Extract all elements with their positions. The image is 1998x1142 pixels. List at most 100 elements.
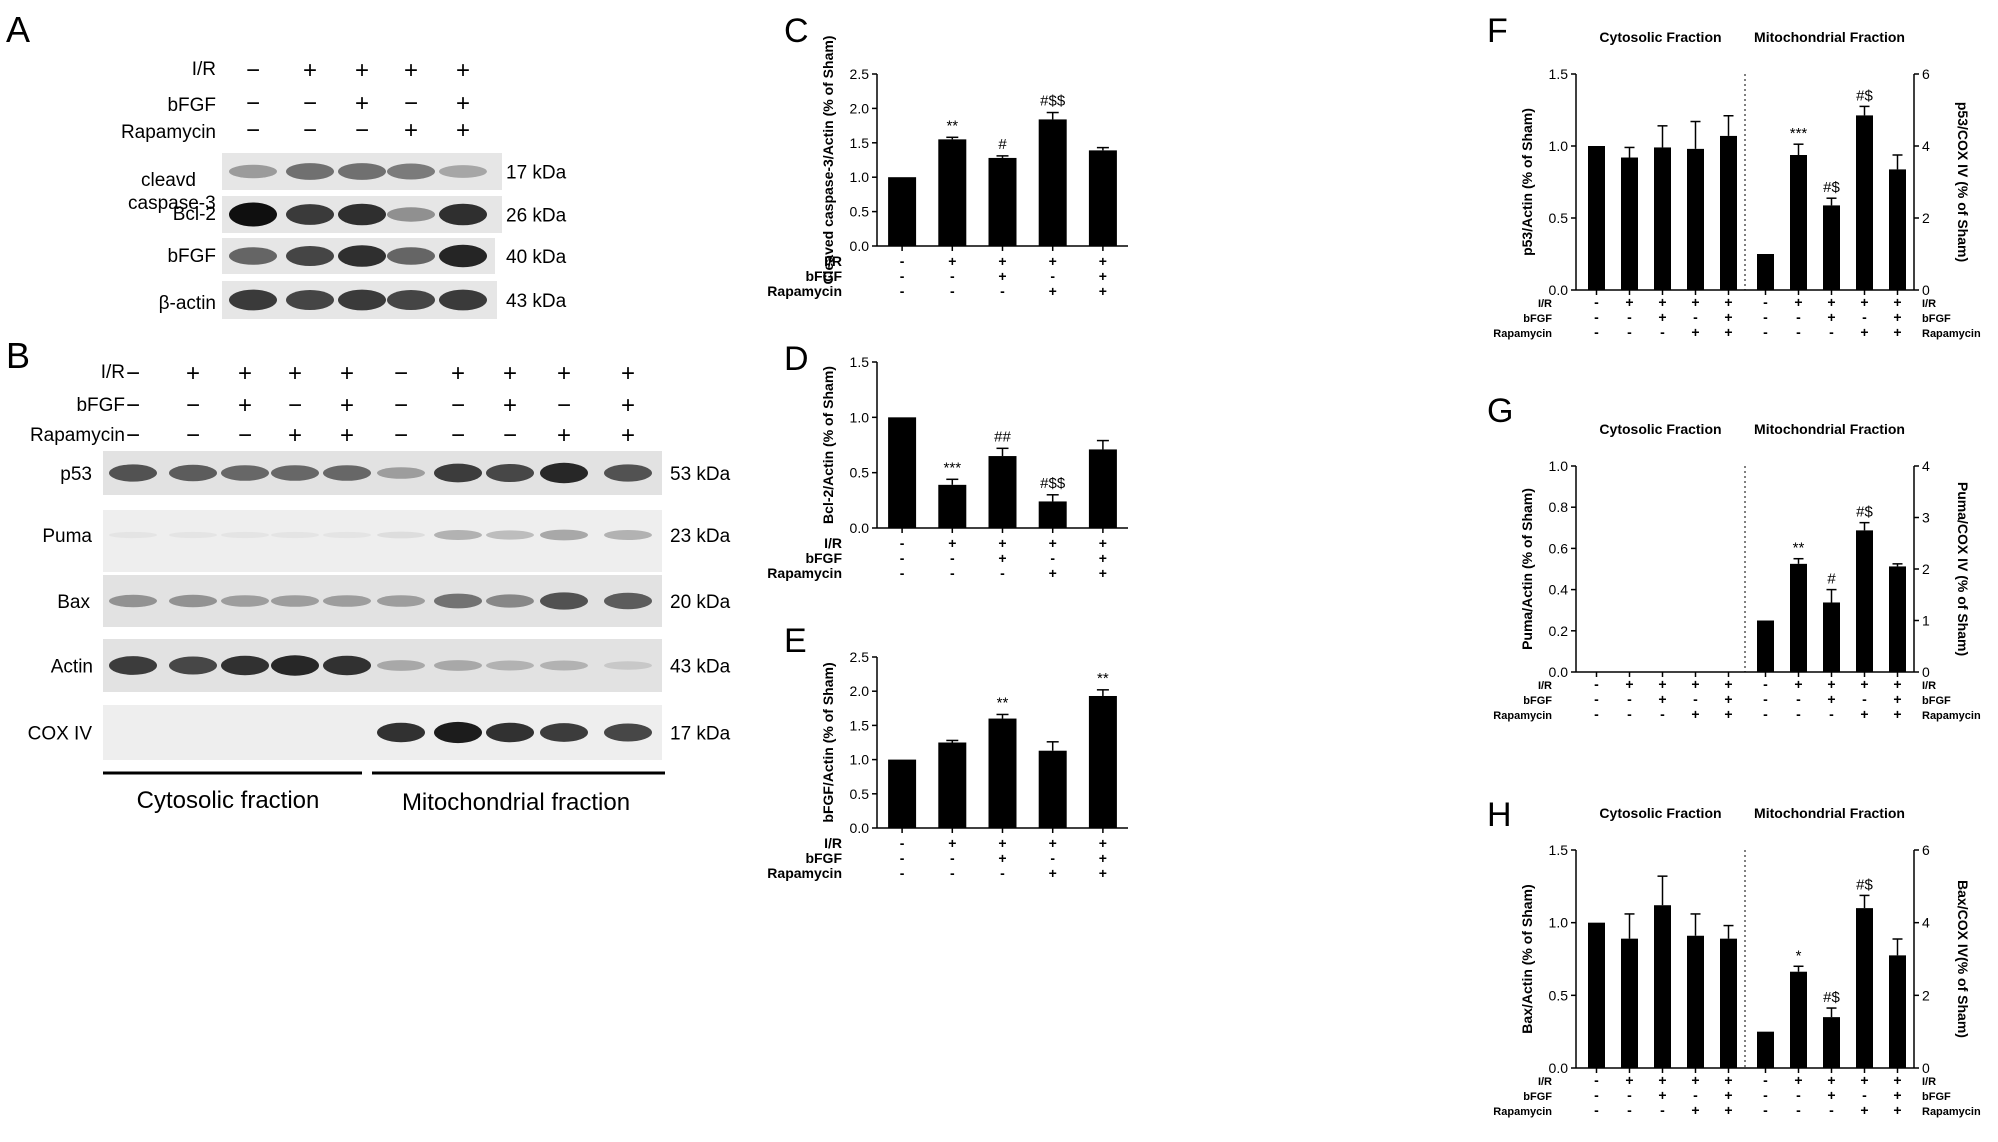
condition-sign: - [900,565,905,581]
blot-band [439,203,487,226]
condition-sign: + [948,253,956,269]
condition-sign: - [1627,324,1632,340]
bar [1790,563,1807,672]
condition-sign: - [900,835,905,851]
condition-sign: + [998,550,1006,566]
condition-sign: + [1860,294,1868,310]
chart-E: E 0.0 0.5 1.0 1.5 2.0 2.5 bFGF/Actin (% of Sham… [767,622,1128,881]
condition-sign: + [186,360,200,387]
blot-band [486,464,534,482]
condition-sign: + [404,117,418,144]
bar [1088,695,1117,828]
condition-sign: + [340,392,354,419]
bar [988,456,1017,528]
molecular-weight-label: 17 kDa [506,163,567,184]
condition-sign: - [1763,1072,1768,1088]
blot-band [169,531,217,539]
significance-label: ** [1097,670,1109,687]
condition-sign: - [950,865,955,881]
condition-sign: − [126,422,140,449]
condition-sign: - [1796,324,1801,340]
condition-sign: - [1594,1087,1599,1103]
condition-sign: - [1660,1102,1665,1118]
y-axis-label-right: Puma/COX IV (% of Sham) [1955,482,1971,656]
condition-label: bFGF [1922,1091,1951,1103]
bar [1088,449,1117,528]
chart-G: G 0.0 0.2 0.4 0.6 0.8 1.0 0 1 2 3 4 Puma/Actin (% of… [1487,392,1981,722]
y-axis-label: bFGF/Actin (% of Sham) [820,662,836,822]
y-tick-label: 1.0 [850,169,870,185]
bar [1823,205,1840,290]
condition-sign: + [1893,691,1901,707]
condition-sign: + [1860,676,1868,692]
condition-sign: + [1658,676,1666,692]
condition-sign: + [1724,324,1732,340]
condition-sign: + [238,392,252,419]
condition-label: Rapamycin [1922,1106,1981,1118]
condition-sign: − [557,392,571,419]
condition-sign: + [1658,1072,1666,1088]
y-tick-label: 2 [1922,210,1930,226]
condition-sign: - [900,253,905,269]
condition-sign: - [1693,309,1698,325]
molecular-weight-label: 43 kDa [670,657,731,678]
condition-sign: - [1594,676,1599,692]
blot-band [439,165,487,178]
panel-letter-A: A [6,9,30,50]
band-label: β-actin [159,293,216,314]
blot-band [323,465,371,481]
y-tick-label: 0.5 [850,204,870,220]
condition-sign: - [1594,1102,1599,1118]
blot-band [377,595,425,607]
condition-sign: + [1049,565,1057,581]
condition-sign: + [503,360,517,387]
blot-band [286,246,334,266]
condition-sign: - [1050,850,1055,866]
blot-band [604,723,652,742]
condition-sign: + [1099,550,1107,566]
condition-sign: - [1627,1087,1632,1103]
condition-sign: + [621,360,635,387]
blot-band [221,595,269,607]
bar [1588,922,1605,1068]
significance-label: # [998,136,1007,153]
condition-sign: + [1724,691,1732,707]
condition-sign: - [1050,550,1055,566]
condition-sign: - [1000,865,1005,881]
blot-band [540,529,588,541]
y-tick-label: 1.5 [1549,842,1569,858]
condition-sign: + [1893,676,1901,692]
condition-sign: + [340,422,354,449]
bar [1790,971,1807,1068]
condition-sign: + [1827,676,1835,692]
condition-sign: + [1724,1087,1732,1103]
condition-sign: - [1627,691,1632,707]
condition-sign: + [1049,865,1057,881]
condition-sign: + [1658,691,1666,707]
condition-sign: + [1724,676,1732,692]
y-axis-label-left: Puma/Actin (% of Sham) [1519,488,1535,650]
blot-strip [103,510,662,572]
molecular-weight-label: 26 kDa [506,206,567,227]
condition-sign: - [1796,706,1801,722]
condition-sign: + [1827,1087,1835,1103]
blot-band [387,290,435,310]
condition-sign: + [1691,324,1699,340]
blot-band [229,202,277,227]
condition-sign: + [456,57,470,84]
condition-sign: + [238,360,252,387]
bar [1889,955,1906,1068]
condition-sign: + [998,268,1006,284]
condition-sign: − [288,392,302,419]
molecular-weight-label: 43 kDa [506,291,567,312]
condition-sign: + [1827,691,1835,707]
y-tick-label: 1.0 [1549,458,1569,474]
condition-sign: - [1627,1102,1632,1118]
condition-sign: - [1693,1087,1698,1103]
condition-label: Rapamycin [767,865,842,881]
bar [1856,908,1873,1068]
blot-band [109,656,157,675]
condition-sign: − [238,422,252,449]
blot-band [377,722,425,743]
